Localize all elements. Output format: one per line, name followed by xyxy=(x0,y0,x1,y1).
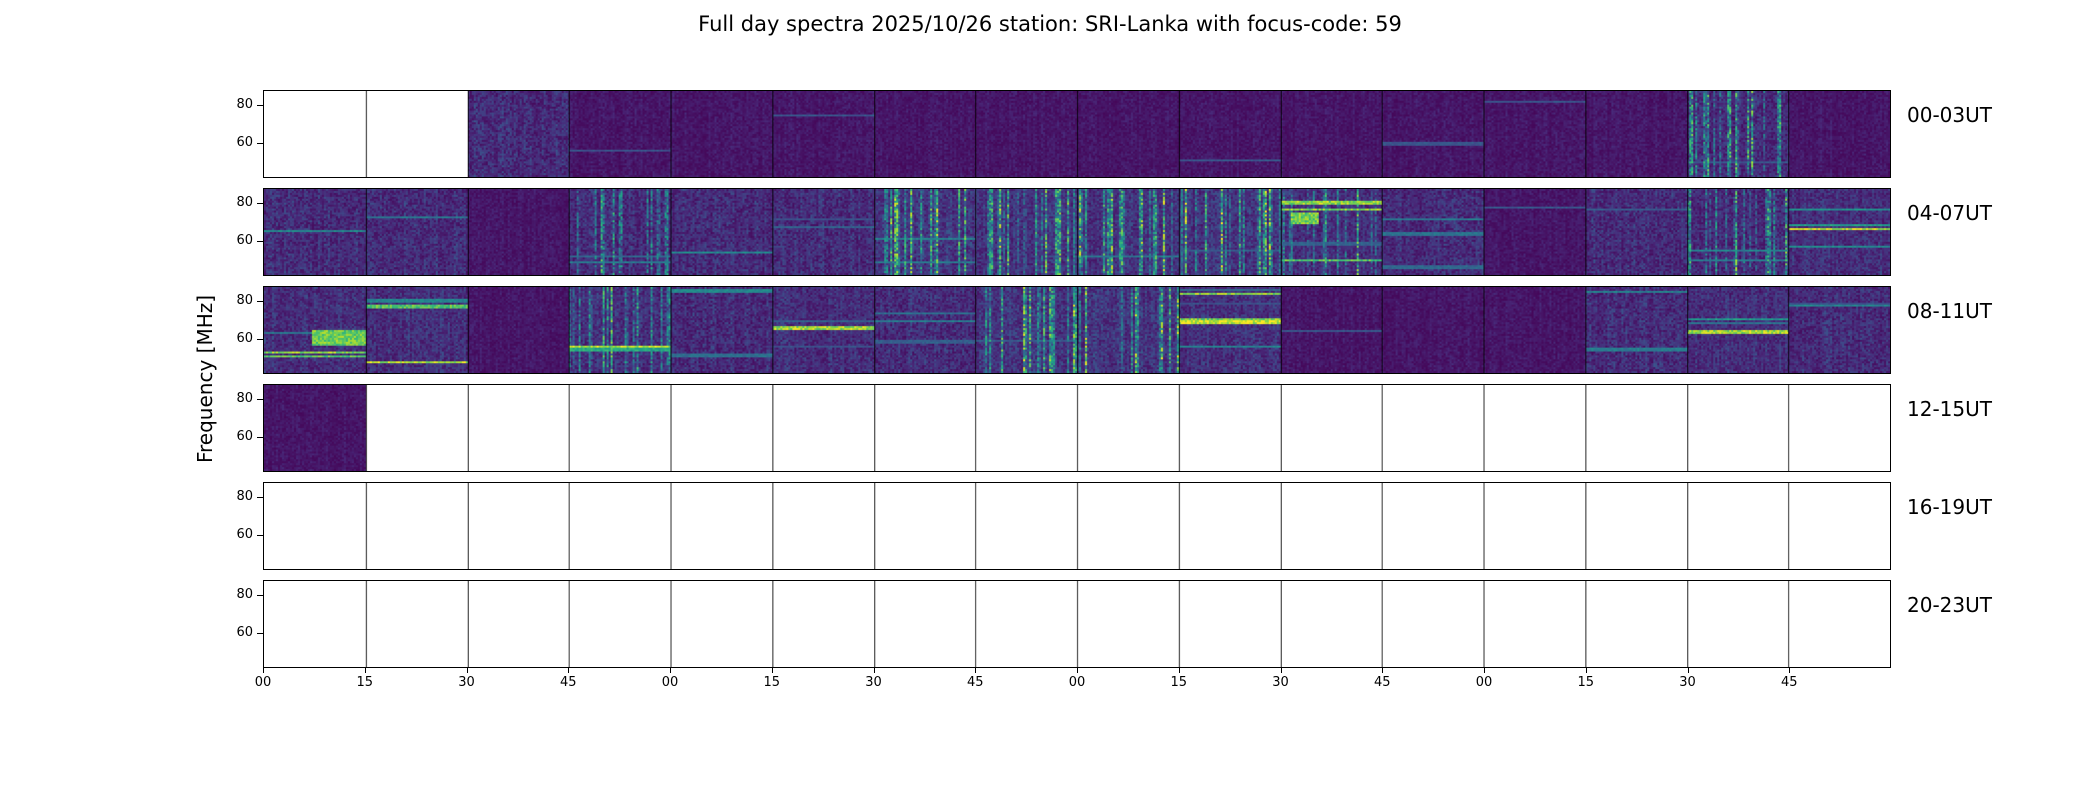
y-tick-mark xyxy=(257,398,263,400)
x-tick-label: 45 xyxy=(1780,675,1798,690)
y-tick-label: 80 xyxy=(236,586,253,602)
y-tick-label: 80 xyxy=(236,488,253,504)
y-tick-mark xyxy=(257,338,263,340)
x-tick-label: 15 xyxy=(356,675,374,690)
y-tick-mark xyxy=(257,300,263,302)
x-tick-mark xyxy=(1077,668,1078,673)
row-time-label: 00-03UT xyxy=(1907,102,1992,127)
y-tick-label: 60 xyxy=(236,330,253,346)
y-axis-label: Frequency [MHz] xyxy=(193,294,217,464)
x-tick-mark xyxy=(771,668,773,673)
x-tick-mark xyxy=(1789,668,1791,673)
x-tick-label: 30 xyxy=(865,675,882,690)
x-tick-label: 45 xyxy=(1373,675,1391,690)
y-tick-label: 80 xyxy=(236,194,253,210)
y-tick-label: 80 xyxy=(236,292,253,308)
x-tick-mark xyxy=(1178,668,1180,673)
x-tick-label: 00 xyxy=(254,675,272,690)
y-tick-mark xyxy=(257,594,263,596)
y-tick-mark xyxy=(257,104,263,106)
x-tick-mark xyxy=(364,668,366,673)
spectra-row-08-11ut xyxy=(263,286,1891,374)
y-tick-label: 60 xyxy=(236,428,253,444)
y-tick-mark xyxy=(257,534,263,536)
spectrogram-canvas xyxy=(264,189,1890,275)
x-tick-mark xyxy=(1585,668,1587,673)
x-tick-label: 00 xyxy=(1475,675,1493,690)
y-tick-mark xyxy=(257,202,263,204)
spectrogram-canvas xyxy=(264,483,1890,569)
spectrogram-canvas xyxy=(264,91,1890,177)
x-tick-label: 00 xyxy=(1068,675,1086,690)
y-tick-mark xyxy=(257,240,263,242)
y-tick-label: 60 xyxy=(236,624,253,640)
spectra-row-12-15ut xyxy=(263,384,1891,472)
y-tick-mark xyxy=(257,142,263,144)
y-tick-mark xyxy=(257,436,263,438)
x-tick-mark xyxy=(1687,668,1689,673)
y-tick-label: 80 xyxy=(236,96,253,112)
spectrogram-canvas xyxy=(264,581,1890,667)
spectrogram-canvas xyxy=(264,287,1890,373)
row-time-label: 08-11UT xyxy=(1907,298,1992,323)
x-tick-label: 45 xyxy=(559,675,577,690)
x-tick-label: 30 xyxy=(1679,675,1696,690)
x-tick-mark xyxy=(670,668,671,673)
x-tick-mark xyxy=(873,668,875,673)
x-tick-label: 15 xyxy=(763,675,781,690)
x-tick-mark xyxy=(1484,668,1485,673)
x-tick-mark xyxy=(466,668,468,673)
row-time-label: 16-19UT xyxy=(1907,494,1992,519)
x-tick-label: 15 xyxy=(1577,675,1595,690)
y-tick-label: 60 xyxy=(236,232,253,248)
spectra-row-20-23ut xyxy=(263,580,1891,668)
y-tick-label: 80 xyxy=(236,390,253,406)
x-tick-mark xyxy=(1280,668,1282,673)
x-tick-label: 00 xyxy=(661,675,679,690)
x-tick-label: 15 xyxy=(1170,675,1188,690)
y-tick-label: 60 xyxy=(236,526,253,542)
x-tick-mark xyxy=(975,668,977,673)
x-tick-mark xyxy=(568,668,570,673)
x-tick-label: 45 xyxy=(966,675,984,690)
x-tick-mark xyxy=(1382,668,1384,673)
x-tick-label: 30 xyxy=(458,675,475,690)
y-tick-mark xyxy=(257,496,263,498)
row-time-label: 20-23UT xyxy=(1907,592,1992,617)
spectra-row-00-03ut xyxy=(263,90,1891,178)
chart-title: Full day spectra 2025/10/26 station: SRI… xyxy=(698,12,1402,36)
spectra-row-16-19ut xyxy=(263,482,1891,570)
spectra-row-04-07ut xyxy=(263,188,1891,276)
row-time-label: 04-07UT xyxy=(1907,200,1992,225)
spectrogram-canvas xyxy=(264,385,1890,471)
x-tick-mark xyxy=(263,668,264,673)
row-time-label: 12-15UT xyxy=(1907,396,1992,421)
x-tick-label: 30 xyxy=(1272,675,1289,690)
y-tick-mark xyxy=(257,632,263,634)
y-tick-label: 60 xyxy=(236,134,253,150)
